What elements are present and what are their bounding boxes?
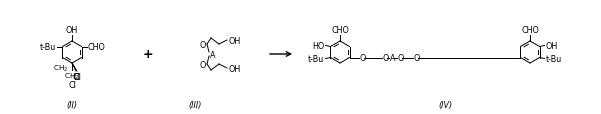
Text: CH$_2$: CH$_2$	[64, 71, 80, 82]
Text: O: O	[397, 54, 404, 62]
Text: CHO: CHO	[331, 26, 349, 35]
Text: +: +	[142, 48, 153, 61]
Text: O: O	[382, 54, 389, 62]
Text: Cl: Cl	[73, 72, 81, 81]
Text: OH: OH	[546, 42, 558, 51]
Text: HO: HO	[313, 42, 325, 51]
Text: CHO: CHO	[521, 26, 539, 35]
Text: Cl: Cl	[68, 80, 76, 89]
Text: (IV): (IV)	[438, 100, 452, 109]
Text: A: A	[210, 50, 216, 59]
Text: O: O	[413, 54, 420, 62]
Text: t-Bu: t-Bu	[40, 43, 56, 52]
Text: (III): (III)	[188, 100, 202, 109]
Text: O: O	[200, 40, 206, 49]
Text: t-Bu: t-Bu	[308, 54, 325, 63]
Text: CH$_2$: CH$_2$	[53, 63, 69, 73]
Text: O: O	[200, 60, 206, 69]
Text: Cl: Cl	[72, 72, 80, 81]
Text: CHO: CHO	[88, 43, 105, 52]
Text: OH: OH	[228, 64, 240, 73]
Text: (II): (II)	[67, 100, 78, 109]
Text: A: A	[389, 54, 395, 62]
Text: OH: OH	[228, 36, 240, 45]
Text: O: O	[359, 54, 366, 62]
Text: OH: OH	[66, 26, 78, 35]
Text: t-Bu: t-Bu	[546, 54, 562, 63]
